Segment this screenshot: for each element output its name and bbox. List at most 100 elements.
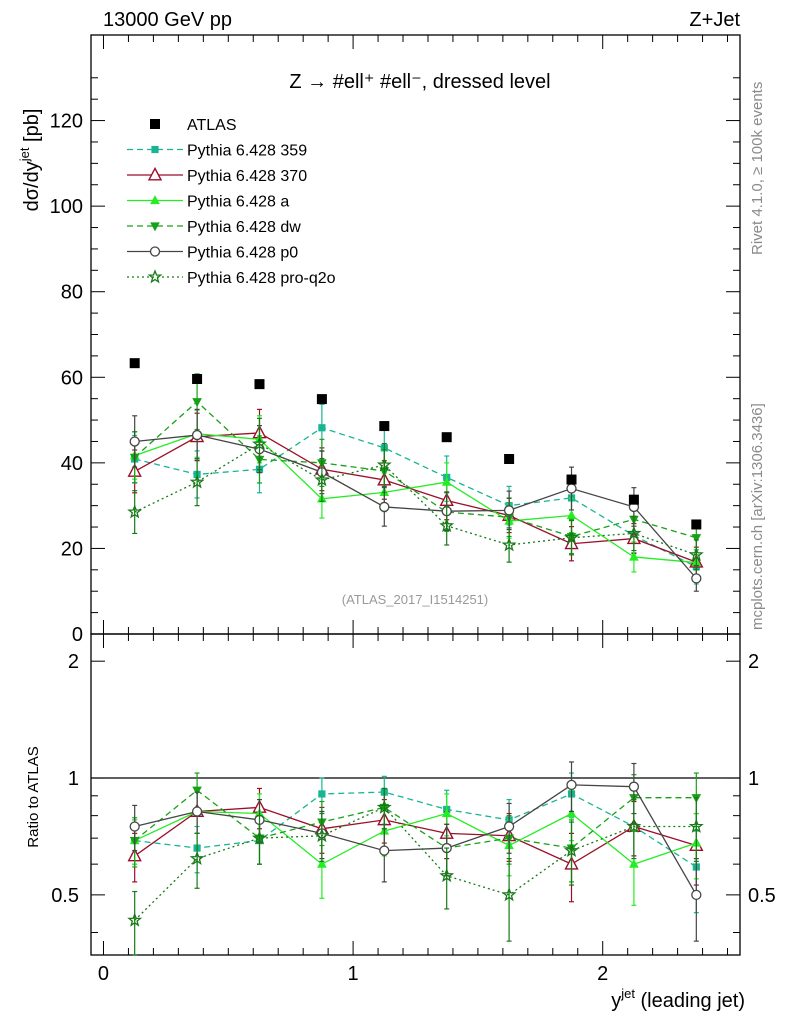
- legend-marker-s359: [151, 145, 159, 154]
- plot-title: Z → #ell⁺ #ell⁻, dressed level: [289, 71, 550, 93]
- data-point-proq2o: [252, 436, 267, 451]
- data-point-atlas: [441, 432, 452, 443]
- data-point-p0: [191, 429, 203, 441]
- energy-label: 13000 GeV pp: [103, 9, 232, 31]
- legend-label: Pythia 6.428 a: [187, 194, 289, 211]
- legend-marker-atlas: [150, 119, 160, 129]
- ratio-point-proq2o: [252, 830, 267, 845]
- legend-marker-s370: [147, 166, 163, 181]
- data-point-p0: [129, 436, 140, 447]
- series-line-ratio-s370: [134, 806, 697, 865]
- ratio-point-a: [317, 858, 327, 868]
- xlabel-sup: jet: [620, 986, 635, 1001]
- ratio-point-p0: [628, 781, 640, 792]
- series-line-main-dw: [134, 400, 697, 539]
- main-ylabel-sup: jet: [17, 147, 32, 162]
- main-y-tick-label: 100: [50, 196, 83, 218]
- series-layer: [127, 358, 704, 956]
- x-tick-label: 1: [348, 963, 359, 985]
- data-point-atlas: [192, 373, 203, 384]
- data-point-a: [566, 510, 577, 520]
- series-proq2o: [127, 417, 704, 956]
- legend-marker-dw: [150, 222, 160, 232]
- legend-label: Pythia 6.428 pro-q2o: [187, 270, 336, 287]
- ratio-y-tick-label-left: 2: [68, 651, 79, 673]
- main-y-tick-label: 80: [61, 282, 83, 304]
- ratio-point-p0: [129, 821, 140, 832]
- series-line-main-a: [134, 433, 697, 564]
- data-point-proq2o: [376, 457, 392, 472]
- analysis-label: (ATLAS_2017_I1514251): [342, 592, 488, 607]
- series-line-main-s370: [134, 432, 697, 563]
- ratio-point-a: [629, 858, 639, 868]
- legend-item-proq2o: Pythia 6.428 pro-q2o: [127, 269, 336, 287]
- ratio-point-dw: [192, 786, 202, 796]
- ratio-y-tick-label-right: 2: [748, 651, 759, 673]
- legend-item-s370: Pythia 6.428 370: [127, 166, 307, 185]
- ratio-point-p0: [566, 779, 577, 791]
- ratio-point-proq2o: [314, 827, 330, 843]
- legend-label: Pythia 6.428 dw: [187, 219, 301, 236]
- ratio-point-proq2o: [189, 850, 205, 866]
- ratio-point-p0: [191, 806, 203, 817]
- ratio-point-proq2o: [626, 818, 642, 833]
- legend-marker-proq2o: [147, 269, 163, 284]
- main-ylabel-base: dσ/dy: [21, 161, 43, 211]
- legend-label: Pythia 6.428 p0: [187, 245, 298, 262]
- series-a: [129, 409, 702, 906]
- data-point-atlas: [316, 394, 327, 405]
- data-point-proq2o: [314, 472, 330, 487]
- data-point-atlas: [691, 519, 702, 530]
- rivet-label: Rivet 4.1.0, ≥ 100k events: [749, 82, 766, 255]
- series-line-ratio-dw: [134, 789, 697, 849]
- series-line-main-p0: [134, 434, 697, 579]
- main-y-axis-title: dσ/dyjet [pb]: [17, 109, 43, 212]
- legend-item-p0: Pythia 6.428 p0: [127, 245, 298, 262]
- data-point-atlas: [628, 494, 639, 505]
- ratio-point-proq2o: [564, 842, 579, 857]
- series-dw: [129, 373, 702, 883]
- ratio-point-s359: [318, 790, 326, 798]
- data-point-proq2o: [127, 504, 143, 519]
- ratio-point-p0: [691, 889, 702, 901]
- ratio-y-tick-label-right: 1: [748, 768, 759, 790]
- series-line-main-s359: [134, 427, 697, 568]
- series-s359: [131, 403, 700, 914]
- data-point-proq2o: [688, 546, 704, 562]
- ratio-point-proq2o: [439, 867, 455, 883]
- xlabel-base: y: [611, 990, 621, 1012]
- legend-marker-a: [150, 195, 160, 205]
- series-line-main-proq2o: [134, 443, 697, 556]
- ratio-point-p0: [503, 821, 515, 832]
- legend-item-s359: Pythia 6.428 359: [127, 143, 307, 160]
- xlabel-rest: (leading jet): [635, 990, 745, 1012]
- data-point-atlas: [129, 358, 140, 369]
- data-point-p0: [566, 483, 577, 494]
- series-atlas: [129, 358, 702, 530]
- main-y-tick-label: 20: [61, 538, 83, 560]
- data-point-dw: [192, 398, 202, 408]
- legend-label: Pythia 6.428 370: [187, 168, 307, 185]
- series-line-ratio-p0: [134, 784, 697, 896]
- ratio-point-a: [441, 808, 452, 818]
- data-point-p0: [691, 573, 702, 584]
- data-point-a: [441, 476, 452, 486]
- ratio-y-tick-label-left: 1: [68, 768, 79, 790]
- legend-item-atlas: ATLAS: [150, 117, 237, 134]
- data-point-p0: [379, 501, 390, 513]
- legend-item-a: Pythia 6.428 a: [127, 194, 289, 211]
- ratio-point-a: [566, 808, 577, 818]
- source-label: mcplots.cern.ch [arXiv:1306.3436]: [749, 403, 766, 630]
- data-point-atlas: [379, 421, 390, 432]
- legend: ATLAS Pythia 6.428 359 Pythia 6.428 370 Pyt…: [127, 117, 336, 287]
- x-axis-title: yjet (leading jet): [611, 986, 745, 1012]
- data-point-atlas: [504, 454, 515, 465]
- data-point-proq2o: [501, 537, 517, 552]
- ratio-point-proq2o: [376, 799, 392, 814]
- legend-label: Pythia 6.428 359: [187, 143, 307, 160]
- data-point-atlas: [254, 379, 265, 390]
- main-y-tick-label: 40: [61, 453, 83, 475]
- ratio-y-axis-title: Ratio to ATLAS: [25, 746, 42, 847]
